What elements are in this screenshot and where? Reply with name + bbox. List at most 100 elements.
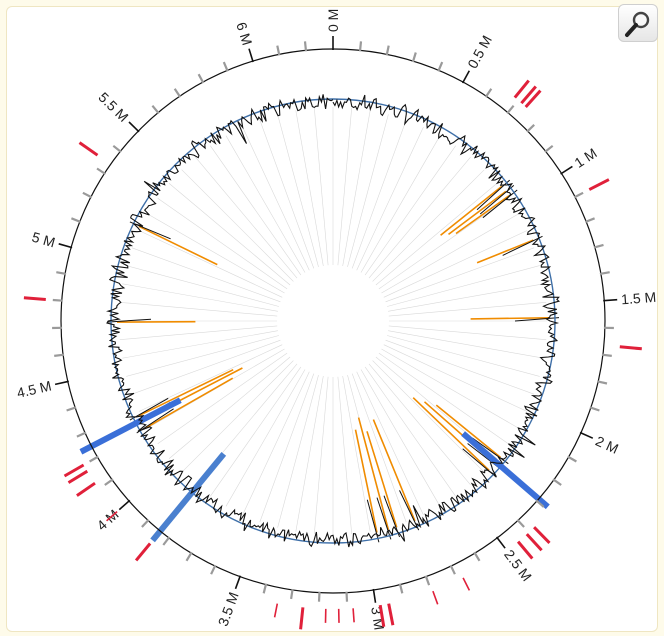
guide-line <box>351 119 407 269</box>
minor-tick <box>358 41 363 52</box>
guide-line <box>381 213 519 294</box>
tick-label: 6 M <box>233 20 255 47</box>
inner-link-shadow <box>399 490 420 531</box>
tick-label: 1 M <box>571 145 599 171</box>
minor-tick <box>276 45 281 56</box>
ring-feature <box>150 451 227 543</box>
guide-line <box>356 371 424 516</box>
guide-line <box>314 376 329 535</box>
guide-line <box>368 363 471 486</box>
inner-link-shadow <box>366 499 380 543</box>
guide-line <box>225 369 306 507</box>
guide-line <box>381 348 519 429</box>
guide-line <box>295 376 324 532</box>
major-tick <box>560 165 573 175</box>
gc-profile <box>106 94 561 548</box>
guide-line <box>122 283 278 312</box>
minor-tick <box>473 551 481 562</box>
guide-line <box>360 369 441 507</box>
guide-line <box>347 114 389 267</box>
outer-features <box>23 79 642 630</box>
tick-label: 0.5 M <box>464 33 495 71</box>
guide-line <box>368 156 471 279</box>
major-tick <box>54 380 69 386</box>
guide-line <box>375 183 498 286</box>
guide-line <box>242 371 310 516</box>
outer-feature <box>23 296 46 301</box>
outer-feature <box>462 577 471 591</box>
minor-tick <box>584 217 596 224</box>
minor-tick <box>567 455 577 463</box>
guide-line <box>337 376 352 535</box>
guide-line <box>314 107 329 266</box>
outer-feature <box>525 533 543 552</box>
guide-line <box>385 247 535 303</box>
minor-tick <box>185 551 193 562</box>
guide-line <box>210 366 302 497</box>
major-tick <box>579 431 594 439</box>
zoom-button[interactable] <box>618 4 658 42</box>
outer-feature <box>387 603 395 626</box>
plot-panel <box>6 6 658 632</box>
outer-feature <box>63 463 85 478</box>
minor-tick <box>162 536 171 546</box>
minor-tick <box>506 104 515 115</box>
guide-line <box>157 352 288 444</box>
minor-tick <box>89 455 99 463</box>
minor-tick <box>449 564 456 575</box>
minor-tick <box>151 104 160 115</box>
guide-line <box>168 183 291 286</box>
minor-tick <box>573 191 584 199</box>
inner-link <box>138 368 234 417</box>
outer-feature <box>67 469 89 484</box>
inner-link-shadow <box>376 497 392 540</box>
minor-tick <box>437 61 444 72</box>
ring-feature <box>461 431 550 510</box>
outer-feature <box>524 89 542 109</box>
guide-line <box>259 373 315 523</box>
minor-tick <box>173 88 182 98</box>
outer-feature <box>520 85 537 105</box>
ring-features <box>79 98 556 544</box>
guide-line <box>277 114 319 267</box>
guide-line <box>195 156 298 279</box>
guide-line <box>342 376 371 532</box>
guide-line <box>126 265 279 307</box>
guide-line <box>360 135 441 273</box>
minor-tick <box>424 575 431 586</box>
guide-line <box>383 344 528 412</box>
tick-label: 5 M <box>30 229 57 251</box>
minor-tick <box>544 144 554 153</box>
guide-line <box>385 339 535 395</box>
minor-tick <box>516 518 525 528</box>
outer-feature <box>273 603 279 618</box>
minor-tick <box>552 478 562 486</box>
outer-feature <box>432 590 439 605</box>
minor-tick <box>96 167 107 175</box>
major-tick <box>58 243 73 249</box>
inner-link <box>412 397 490 471</box>
guide-line <box>131 339 281 395</box>
minor-tick <box>484 88 493 98</box>
inner-link <box>357 417 390 531</box>
minor-tick <box>599 271 610 275</box>
guide-line <box>383 230 528 298</box>
minor-tick <box>317 591 321 602</box>
minor-tick <box>66 406 77 412</box>
major-tick <box>128 121 140 133</box>
minor-tick <box>303 41 308 52</box>
minor-tick <box>596 380 608 385</box>
guide-line <box>388 330 544 359</box>
guide-line <box>138 344 283 412</box>
minor-tick <box>54 353 65 357</box>
guide-line <box>181 169 294 282</box>
tick-label: 2 M <box>593 433 621 457</box>
major-tick <box>461 70 471 84</box>
guide-line <box>259 119 315 269</box>
guide-line <box>351 373 407 523</box>
guide-line <box>372 360 485 473</box>
inner-link <box>455 195 510 235</box>
guide-line <box>119 302 278 317</box>
minor-tick <box>52 298 63 302</box>
guide-line <box>378 198 509 290</box>
